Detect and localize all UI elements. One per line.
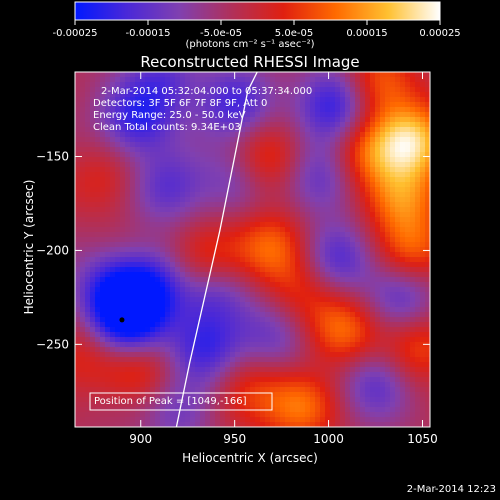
peak-position-label: Position of Peak = [1049,-166] <box>94 396 247 407</box>
footer-timestamp: 2-Mar-2014 12:23 <box>406 484 496 495</box>
colorbar-tick-label: -0.00025 <box>53 28 98 39</box>
colorbar-tick-label: -0.00015 <box>126 28 171 39</box>
x-tick-label: 900 <box>129 432 152 446</box>
marker-point <box>119 317 125 323</box>
chart-title: Reconstructed RHESSI Image <box>140 53 360 71</box>
colorbar-tick-label: 5.0e-05 <box>275 28 313 39</box>
annotation-clean-counts: Clean Total counts: 9.34E+03 <box>93 122 241 133</box>
colorbar-units: (photons cm⁻² s⁻¹ asec⁻²) <box>185 39 315 50</box>
colorbar-tick-label: 0.00025 <box>419 28 460 39</box>
solar-limb <box>175 71 258 428</box>
y-tick-label: −150 <box>36 150 69 164</box>
x-axis-label: Heliocentric X (arcsec) <box>182 451 318 465</box>
heatmap-cells <box>75 72 431 428</box>
x-tick-label: 950 <box>223 432 246 446</box>
annotation-time-range: 2-Mar-2014 05:32:04.000 to 05:37:34.000 <box>101 86 313 97</box>
colorbar-tick-label: -5.0e-05 <box>200 28 242 39</box>
y-axis-label: Heliocentric Y (arcsec) <box>22 179 36 315</box>
annotation-energy-range: Energy Range: 25.0 - 50.0 keV <box>93 110 246 121</box>
y-tick-label: −200 <box>36 243 69 257</box>
colorbar <box>74 1 441 21</box>
x-tick-label: 1000 <box>313 432 344 446</box>
annotation-detectors: Detectors: 3F 5F 6F 7F 8F 9F, Att 0 <box>93 98 268 109</box>
x-tick-label: 1050 <box>407 432 438 446</box>
peak-label-box <box>89 392 273 411</box>
y-tick-label: −250 <box>36 337 69 351</box>
plot-frame <box>74 71 431 428</box>
colorbar-tick-label: 0.00015 <box>346 28 387 39</box>
